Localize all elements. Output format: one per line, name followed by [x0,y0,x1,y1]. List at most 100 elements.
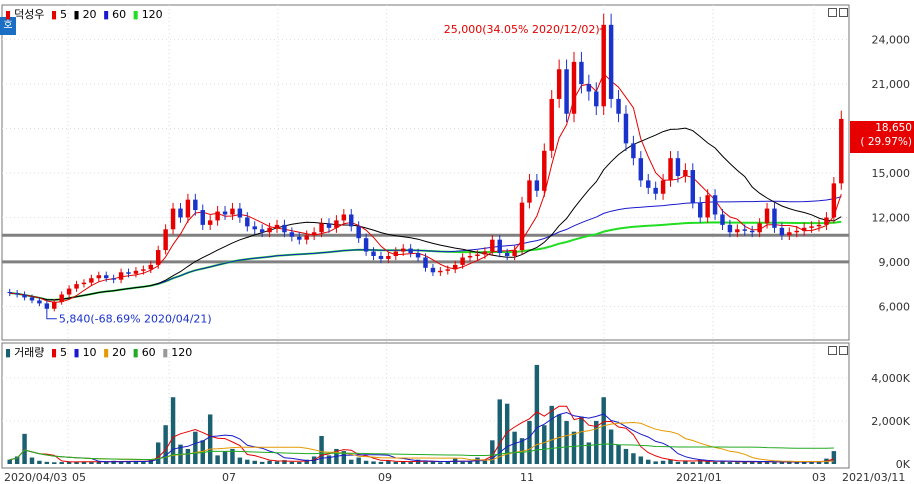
vma10-path [9,411,834,463]
candle-body [252,226,257,230]
candle-body [200,210,205,225]
legend-vma10: 10 [82,346,97,359]
legend-ma120: 120 [141,8,163,21]
volume-bar [749,461,755,464]
volume-bar [319,436,324,464]
volume-bar [527,420,532,464]
candle-body [594,91,599,107]
candle-body [556,69,562,99]
candle-body [601,24,606,107]
legend-ma20: 20 [82,8,97,21]
candle-body [705,195,710,218]
volume-bar [445,461,451,464]
candle-body [400,248,406,252]
volume-bar [126,461,131,464]
candle-body [259,229,265,233]
volume-bar [653,461,658,464]
current-price-change: ( 29.97%) [860,136,912,148]
volume-bar [794,462,799,464]
candle-body [504,253,510,256]
candle-body [534,180,540,191]
candle-body [675,158,681,176]
volume-bar [764,462,770,464]
date-tick-label: 05 [72,471,86,484]
legend-ma60: 60 [112,8,127,21]
candle-body [363,238,369,252]
price-panel-minimize-button[interactable] [828,8,837,17]
candle-body [497,239,502,254]
annotations: 25,000(34.05% 2020/12/02) 5,840(-68.69% 2… [46,23,605,326]
volume-bar [586,442,592,464]
volume-panel-minimize-button[interactable] [828,346,837,355]
volume-bar [638,456,644,464]
volume-bar [801,461,807,464]
volume-bar [237,457,243,464]
side-tag[interactable]: 호 [0,17,16,35]
candle-body [267,227,272,233]
candle-body [29,297,35,301]
candle-body [794,230,799,233]
candle-body [839,118,844,184]
candle-body [356,226,361,239]
volume-bar [646,459,651,464]
volume-bar [415,459,421,464]
volume-bar [512,431,517,464]
date-tick-label: 03 [812,471,826,484]
volume-bar [89,462,94,464]
candle-body [341,214,347,221]
candle-body [89,278,94,283]
date-axis: 2020/04/03 05 07 09 11 2021/01 03 2021/03/11 [4,471,905,484]
volume-bar [371,461,376,464]
volume-tick-label: 0K [896,458,911,471]
candle-body [22,294,27,298]
volume-bar [772,462,777,464]
candle-body [564,69,569,114]
price-tick-label: 24,000 [872,34,911,47]
date-tick-label: 2021/01 [676,471,722,484]
volume-bar [282,460,287,464]
candle-body [631,143,636,159]
date-tick-label: 07 [222,471,236,484]
candle-body [178,208,183,218]
volume-bar [118,461,124,464]
volume-bar [230,448,235,464]
volume-tick-label: 2,000K [871,415,910,428]
volume-bar [438,462,443,464]
volume-bar [37,460,42,464]
volume-bar [81,461,87,464]
volume-panel-close-button[interactable] [839,346,848,355]
legend-vma20: 20 [112,346,127,359]
candle-body [445,269,451,271]
date-tick-label: 2021/03/11 [842,471,905,484]
date-tick-label: 09 [378,471,392,484]
candle-body [423,257,428,268]
candle-body [222,211,228,215]
candle-body [735,229,740,233]
volume-bar [683,460,688,464]
current-price-box: 18,650 ( 29.97%) [850,121,914,153]
volume-bar [74,461,79,464]
volume-bar [378,461,384,464]
candle-body [527,180,532,203]
volume-bar [267,460,272,464]
volume-bar [482,459,488,464]
volume-bar [408,462,413,464]
candle-body [334,220,339,228]
volume-bar [549,405,554,464]
candle-body [59,294,64,302]
volume-bar [601,397,606,464]
volume-bar [363,460,369,464]
volume-bar [556,414,562,464]
volume-bar [705,461,710,464]
volume-bar [29,457,35,464]
volume-bar [504,403,510,464]
price-panel-close-button[interactable] [839,8,848,17]
price-tick-label: 12,000 [872,211,911,224]
candle-body [475,254,480,256]
candle-body [155,250,161,265]
volume-bar [534,364,540,464]
candle-body [616,98,621,114]
candle-body [52,301,57,309]
volume-bars [7,364,837,464]
